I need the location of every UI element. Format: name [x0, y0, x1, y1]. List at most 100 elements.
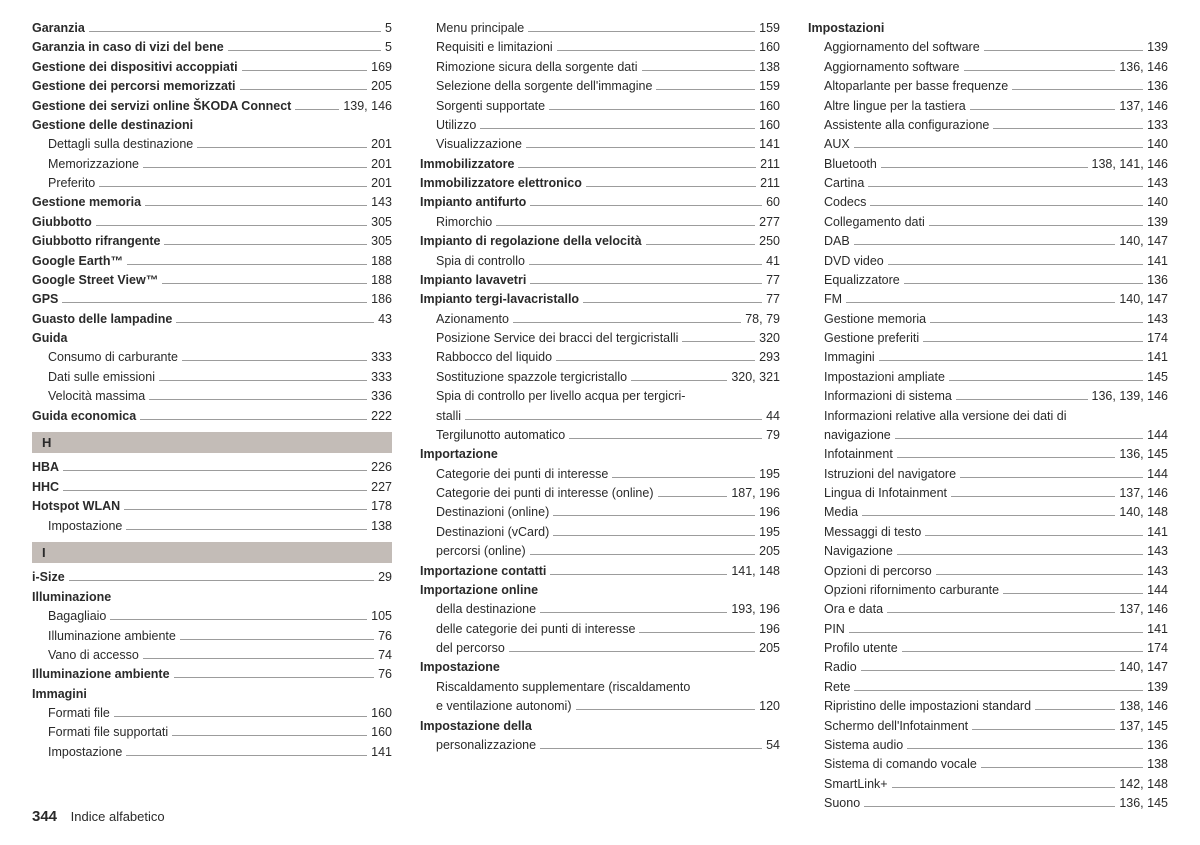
entry-page: 320, 321	[731, 369, 780, 386]
entry-label: PIN	[808, 621, 845, 638]
entry-label: Rimorchio	[420, 214, 492, 231]
entry-page: 139, 146	[343, 98, 392, 115]
entry-page: 141	[371, 744, 392, 761]
leader-line	[576, 709, 756, 710]
entry-label: Gestione delle destinazioni	[32, 117, 193, 134]
index-entry: Immagini	[32, 686, 392, 703]
entry-page: 140, 147	[1119, 291, 1168, 308]
leader-line	[63, 490, 367, 491]
entry-page: 160	[759, 98, 780, 115]
leader-line	[162, 283, 367, 284]
entry-label: Equalizzatore	[808, 272, 900, 289]
entry-page: 137, 145	[1119, 718, 1168, 735]
index-entry: personalizzazione54	[420, 737, 780, 754]
entry-page: 143	[371, 194, 392, 211]
entry-label: Impostazione	[32, 518, 122, 535]
leader-line	[176, 322, 374, 323]
entry-label: Illuminazione ambiente	[32, 628, 176, 645]
entry-label: Aggiornamento software	[808, 59, 960, 76]
entry-page: 333	[371, 369, 392, 386]
index-entry: Memorizzazione201	[32, 156, 392, 173]
index-entry: Ora e data 137, 146	[808, 601, 1168, 618]
leader-line	[159, 380, 367, 381]
leader-line	[197, 147, 367, 148]
entry-page: 143	[1147, 175, 1168, 192]
index-entry: Destinazioni (online)196	[420, 504, 780, 521]
index-entry: HHC227	[32, 479, 392, 496]
entry-page: 137, 146	[1119, 601, 1168, 618]
footer-title: Indice alfabetico	[71, 809, 165, 824]
index-entry: Impostazione	[420, 659, 780, 676]
entry-page: 250	[759, 233, 780, 250]
index-entry: GPS186	[32, 291, 392, 308]
entry-page: 78, 79	[745, 311, 780, 328]
index-entry: Sorgenti supportate160	[420, 98, 780, 115]
index-entry: Garanzia5	[32, 20, 392, 37]
leader-line	[612, 477, 755, 478]
index-entry: Media140, 148	[808, 504, 1168, 521]
column-2: Menu principale159Requisiti e limitazion…	[420, 20, 780, 798]
entry-page: 60	[766, 194, 780, 211]
leader-line	[550, 574, 727, 575]
entry-page: 139	[1147, 214, 1168, 231]
entry-page: 136	[1147, 78, 1168, 95]
index-entry: navigazione144	[808, 427, 1168, 444]
entry-page: 133	[1147, 117, 1168, 134]
leader-line	[658, 496, 728, 497]
entry-page: 145	[1147, 369, 1168, 386]
entry-page: 333	[371, 349, 392, 366]
entry-page: 201	[371, 175, 392, 192]
entry-page: 142, 148	[1119, 776, 1168, 793]
entry-page: 76	[378, 666, 392, 683]
leader-line	[126, 755, 367, 756]
entry-label: Utilizzo	[420, 117, 476, 134]
index-entry: Guasto delle lampadine43	[32, 311, 392, 328]
entry-label: Formati file	[32, 705, 110, 722]
entry-page: 76	[378, 628, 392, 645]
entry-page: 138	[371, 518, 392, 535]
leader-line	[951, 496, 1115, 497]
leader-line	[114, 716, 367, 717]
entry-label: Gestione memoria	[32, 194, 141, 211]
leader-line	[127, 264, 367, 265]
leader-line	[557, 50, 755, 51]
index-entry: Azionamento78, 79	[420, 311, 780, 328]
entry-label: Sostituzione spazzole tergicristallo	[420, 369, 627, 386]
entry-label: Tergilunotto automatico	[420, 427, 565, 444]
leader-line	[182, 360, 367, 361]
entry-page: 136, 145	[1119, 795, 1168, 812]
index-entry: Infotainment136, 145	[808, 446, 1168, 463]
leader-line	[528, 31, 755, 32]
entry-label: Suono	[808, 795, 860, 812]
entry-label: Immobilizzatore elettronico	[420, 175, 582, 192]
entry-label: Messaggi di testo	[808, 524, 921, 541]
index-entry: Istruzioni del navigatore144	[808, 466, 1168, 483]
entry-label: Infotainment	[808, 446, 893, 463]
leader-line	[63, 470, 367, 471]
entry-label: navigazione	[808, 427, 891, 444]
index-entry: Giubbotto rifrangente305	[32, 233, 392, 250]
leader-line	[846, 302, 1115, 303]
entry-page: 211	[760, 156, 780, 173]
index-entry: Bagagliaio105	[32, 608, 392, 625]
entry-page: 188	[371, 253, 392, 270]
entry-label: Immobilizzatore	[420, 156, 514, 173]
leader-line	[1012, 89, 1143, 90]
entry-label: Sistema audio	[808, 737, 903, 754]
entry-page: 205	[759, 543, 780, 560]
entry-label: Informazioni di sistema	[808, 388, 952, 405]
index-entry: Cartina143	[808, 175, 1168, 192]
index-entry: Guida	[32, 330, 392, 347]
entry-label: Ora e data	[808, 601, 883, 618]
entry-page: 140	[1147, 136, 1168, 153]
leader-line	[923, 341, 1143, 342]
entry-page: 141, 148	[731, 563, 780, 580]
leader-line	[242, 70, 368, 71]
entry-label: Rabbocco del liquido	[420, 349, 552, 366]
entry-page: 136	[1147, 272, 1168, 289]
index-entry: HBA226	[32, 459, 392, 476]
entry-page: 120	[759, 698, 780, 715]
entry-label: Immagini	[32, 686, 87, 703]
index-entry: Codecs140	[808, 194, 1168, 211]
entry-label: Rete	[808, 679, 850, 696]
